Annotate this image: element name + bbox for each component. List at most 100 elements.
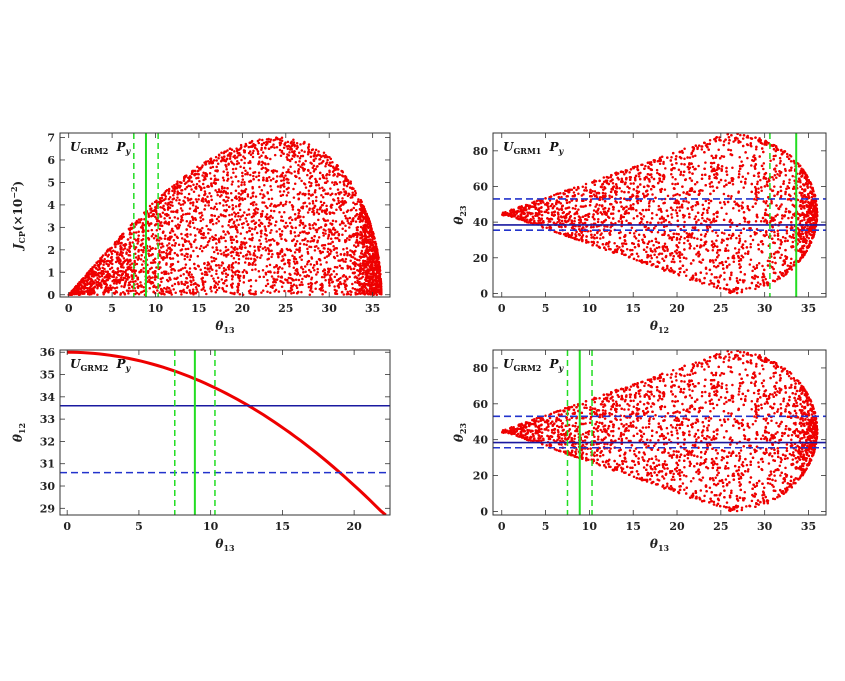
data-point [288, 158, 291, 162]
data-point [219, 160, 223, 163]
data-point [209, 206, 213, 210]
data-point [354, 191, 357, 195]
data-point [371, 275, 375, 279]
data-point [158, 260, 161, 264]
data-point [120, 263, 124, 266]
data-point [182, 179, 186, 182]
data-point [111, 262, 114, 266]
data-point [290, 284, 293, 287]
data-point [206, 261, 210, 264]
data-point [161, 199, 164, 202]
data-point [199, 188, 203, 192]
data-point [281, 255, 284, 258]
data-point [289, 232, 293, 235]
data-point [367, 248, 371, 252]
data-point [323, 188, 326, 192]
data-point [269, 157, 272, 161]
data-point [296, 146, 299, 149]
data-point [372, 271, 375, 274]
data-point [348, 186, 352, 189]
data-point [332, 233, 336, 236]
data-point [354, 208, 358, 212]
data-point [344, 191, 348, 194]
data-point [260, 254, 263, 257]
data-point [250, 238, 253, 241]
data-point [213, 214, 217, 218]
data-point [321, 160, 325, 163]
data-point [235, 253, 238, 257]
data-point [356, 226, 360, 229]
data-point [87, 276, 90, 280]
data-point [189, 185, 192, 188]
data-point [267, 252, 270, 256]
data-point [120, 285, 123, 288]
data-point [169, 203, 172, 207]
data-point [272, 143, 275, 146]
data-point [312, 206, 316, 209]
data-point [371, 247, 374, 250]
data-point [134, 256, 138, 259]
data-point [184, 212, 188, 216]
data-point [181, 244, 185, 248]
data-point [142, 259, 145, 263]
data-point [312, 226, 315, 230]
data-point [341, 233, 344, 237]
data-point [378, 282, 382, 286]
data-point [346, 179, 350, 182]
data-point [261, 138, 264, 142]
data-point [210, 274, 213, 278]
data-point [267, 162, 270, 166]
data-point [193, 216, 197, 220]
data-point [188, 258, 192, 261]
data-point [349, 222, 353, 226]
data-point [228, 147, 232, 150]
data-point [660, 221, 663, 225]
data-point [277, 290, 281, 293]
data-point [85, 286, 88, 290]
data-point [103, 258, 106, 261]
data-point [119, 244, 122, 248]
data-point [224, 163, 227, 167]
y-tick-label: 6 [47, 154, 55, 167]
data-point [335, 246, 338, 250]
data-point [351, 286, 355, 290]
data-point [114, 279, 118, 282]
data-point [147, 237, 151, 240]
data-point [270, 249, 273, 253]
data-point [107, 291, 110, 294]
data-point [233, 150, 236, 153]
data-point [200, 249, 204, 253]
data-point [265, 140, 268, 144]
data-point [155, 211, 158, 214]
data-point [152, 259, 155, 262]
data-point [270, 188, 273, 192]
data-point [255, 148, 259, 151]
data-point [256, 152, 260, 155]
data-point [379, 289, 383, 292]
data-point [134, 231, 138, 234]
data-point [292, 196, 296, 199]
data-point [224, 249, 228, 253]
data-point [128, 242, 132, 246]
data-point [137, 221, 140, 224]
data-point [185, 252, 188, 256]
data-point [300, 179, 303, 183]
data-point [350, 196, 354, 199]
data-point [224, 272, 228, 275]
data-point [266, 290, 269, 293]
data-point [242, 166, 246, 170]
data-point [262, 141, 266, 145]
data-point [135, 262, 139, 266]
data-point [357, 232, 360, 236]
data-point [318, 258, 321, 261]
data-point [279, 142, 283, 145]
data-point [300, 280, 303, 284]
data-point [283, 262, 286, 266]
data-point [363, 253, 367, 256]
data-point [170, 219, 174, 223]
data-point [245, 213, 249, 217]
data-point [316, 208, 319, 212]
data-point [222, 269, 226, 273]
data-point [197, 284, 201, 287]
data-point [339, 204, 342, 208]
